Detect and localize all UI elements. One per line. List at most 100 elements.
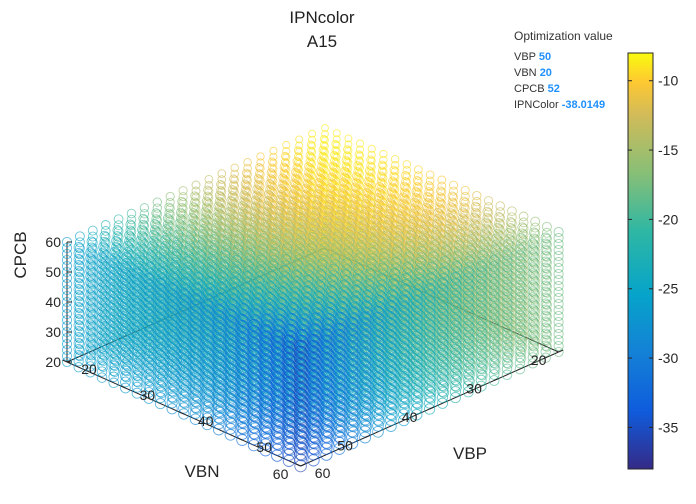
data-point	[364, 166, 374, 175]
chart-title: IPNcolor A15	[289, 8, 355, 51]
data-point	[306, 152, 315, 161]
data-point	[217, 169, 227, 178]
data-point	[340, 166, 350, 176]
data-point	[364, 178, 374, 187]
data-point	[292, 162, 302, 172]
data-point	[242, 168, 251, 178]
data-point	[269, 152, 278, 161]
data-point	[414, 177, 423, 186]
data-point	[243, 157, 252, 167]
data-point	[280, 163, 290, 173]
data-point	[317, 168, 326, 177]
data-point	[331, 152, 340, 161]
data-point	[295, 141, 304, 150]
data-point	[255, 175, 264, 184]
data-point	[256, 164, 265, 173]
data-point	[319, 134, 328, 143]
data-point	[280, 157, 290, 167]
data-point	[230, 169, 239, 179]
data-point	[282, 147, 291, 156]
data-point	[321, 124, 329, 132]
chart-title-line-2: A15	[307, 32, 337, 51]
data-point	[344, 134, 353, 143]
data-point	[390, 160, 400, 170]
data-point	[321, 136, 329, 144]
data-point	[291, 179, 300, 189]
data-point	[217, 181, 227, 190]
data-point	[389, 165, 399, 175]
data-point	[390, 154, 400, 164]
data-point	[292, 168, 302, 178]
data-point	[341, 155, 351, 165]
data-point	[255, 169, 264, 178]
data-point	[230, 175, 239, 185]
data-point	[344, 140, 353, 149]
data-point	[402, 172, 412, 181]
data-point	[366, 161, 375, 170]
scatter-points	[61, 124, 564, 473]
data-point	[319, 146, 328, 155]
data-point	[366, 167, 375, 176]
data-point	[341, 167, 351, 177]
data-point	[341, 161, 351, 171]
data-point	[279, 168, 289, 178]
data-point	[282, 141, 291, 150]
data-point	[330, 150, 339, 160]
data-point	[343, 145, 352, 154]
data-point	[267, 157, 277, 166]
data-point	[389, 177, 399, 187]
data-point	[355, 139, 365, 148]
data-point	[340, 172, 350, 182]
data-point	[331, 146, 340, 155]
data-point	[353, 167, 362, 176]
data-point	[304, 174, 313, 183]
data-point	[293, 152, 303, 161]
data-point	[242, 180, 251, 190]
data-point	[389, 171, 399, 181]
data-point	[255, 163, 264, 172]
data-point	[331, 140, 340, 149]
data-point	[330, 162, 339, 172]
data-point	[353, 173, 362, 182]
data-point	[256, 152, 265, 161]
data-point	[243, 169, 252, 179]
data-point	[390, 166, 400, 176]
data-point	[319, 140, 328, 149]
data-point	[266, 180, 276, 189]
data-point	[366, 155, 375, 164]
data-point	[291, 167, 300, 177]
data-point	[379, 149, 388, 159]
data-point	[402, 166, 412, 175]
data-point	[266, 174, 276, 183]
data-point	[343, 157, 352, 166]
data-point	[377, 160, 387, 170]
data-point	[328, 173, 338, 183]
chart-title-line-1: IPNcolor	[289, 8, 355, 27]
data-point	[292, 156, 302, 166]
data-point	[321, 130, 329, 138]
data-point	[269, 158, 278, 167]
data-point	[267, 169, 277, 178]
data-point	[291, 173, 300, 183]
data-point	[330, 156, 339, 166]
data-point	[243, 163, 252, 173]
data-point	[328, 167, 338, 177]
data-point	[354, 156, 363, 165]
data-point	[266, 168, 276, 177]
data-point	[355, 151, 365, 160]
data-point	[377, 166, 387, 176]
data-point	[402, 160, 412, 169]
data-point	[282, 153, 291, 162]
data-point	[295, 147, 304, 156]
data-point	[308, 135, 317, 144]
data-point	[344, 146, 353, 155]
data-point	[304, 162, 313, 171]
data-point	[414, 165, 423, 174]
data-point	[305, 157, 314, 166]
data-point	[328, 161, 338, 171]
data-point	[217, 175, 227, 184]
data-point	[332, 135, 341, 144]
data-point	[280, 151, 290, 161]
data-point	[355, 145, 365, 154]
